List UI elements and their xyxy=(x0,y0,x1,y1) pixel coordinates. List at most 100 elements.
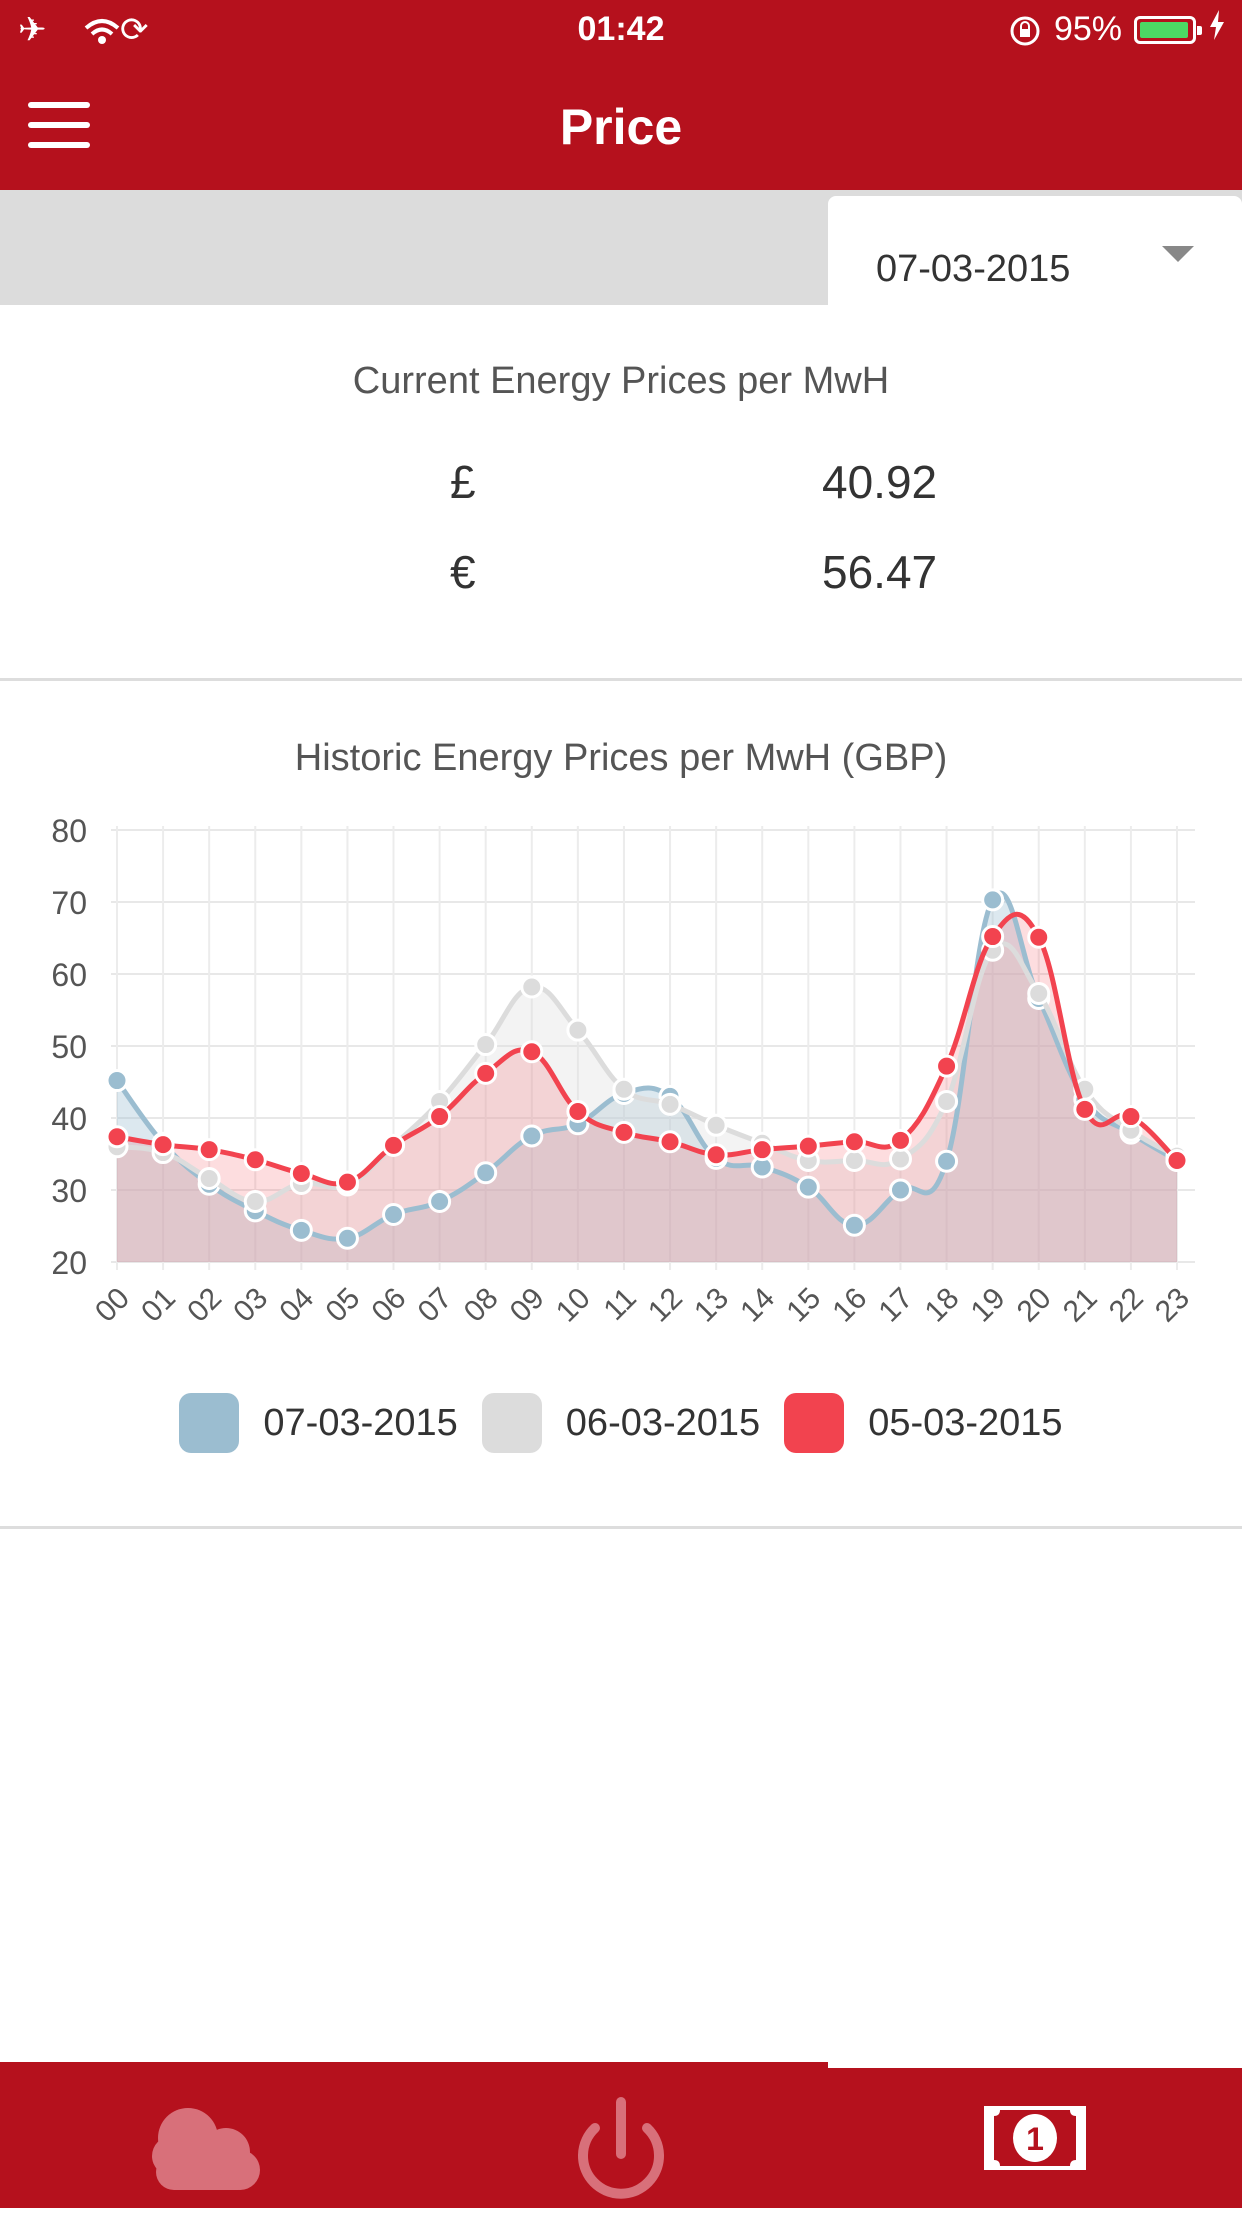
x-tick-label: 12 xyxy=(642,1282,689,1329)
legend-item[interactable]: 06-03-2015 xyxy=(481,1393,761,1453)
battery-icon xyxy=(1134,15,1202,44)
data-point xyxy=(197,1138,221,1162)
x-tick-label: 11 xyxy=(598,1282,643,1327)
status-icons-left: ✈ ⟳ xyxy=(18,10,162,50)
tab-price[interactable]: 1 xyxy=(828,2062,1242,2208)
menu-button[interactable] xyxy=(28,102,90,148)
data-point xyxy=(428,1105,452,1129)
y-tick-label: 20 xyxy=(51,1245,87,1281)
data-point xyxy=(520,975,544,999)
data-point xyxy=(935,1054,959,1078)
x-tick-label: 04 xyxy=(273,1282,320,1329)
legend-label: 07-03-2015 xyxy=(263,1401,458,1444)
data-point xyxy=(935,1149,959,1173)
data-point xyxy=(796,1134,820,1158)
legend-label: 05-03-2015 xyxy=(868,1401,1063,1444)
data-point xyxy=(935,1089,959,1113)
current-prices-section: Current Energy Prices per MwH £ 40.92 € … xyxy=(0,305,1242,681)
data-point xyxy=(888,1128,912,1152)
x-tick-label: 07 xyxy=(412,1282,459,1329)
data-point xyxy=(243,1148,267,1172)
currency-symbol: € xyxy=(450,546,476,598)
data-point xyxy=(658,1092,682,1116)
data-point xyxy=(105,1069,129,1093)
page-title: Price xyxy=(559,99,683,155)
power-icon xyxy=(578,2097,664,2199)
x-tick-label: 06 xyxy=(366,1282,413,1329)
data-point xyxy=(1073,1097,1097,1121)
price-row-eur: € 56.47 xyxy=(0,545,1242,605)
svg-text:1: 1 xyxy=(1026,2121,1044,2157)
y-tick-label: 50 xyxy=(51,1029,87,1065)
date-dropdown-value: 07-03-2015 xyxy=(876,248,1071,290)
legend-item[interactable]: 07-03-2015 xyxy=(179,1393,458,1453)
x-tick-label: 18 xyxy=(919,1282,966,1329)
tab-weather[interactable] xyxy=(0,2062,414,2208)
x-tick-label: 21 xyxy=(1057,1282,1104,1329)
data-point xyxy=(566,1100,590,1124)
date-bar: 07-03-2015 xyxy=(0,190,1242,305)
y-tick-label: 40 xyxy=(51,1101,87,1137)
legend-label: 06-03-2015 xyxy=(565,1401,761,1444)
price-value: 56.47 xyxy=(822,546,938,598)
price-row-gbp: £ 40.92 xyxy=(0,455,1242,515)
data-point xyxy=(289,1161,313,1185)
data-point xyxy=(1027,981,1051,1005)
rotation-lock-icon xyxy=(1008,10,1042,49)
data-point xyxy=(474,1161,498,1185)
data-point xyxy=(243,1190,267,1214)
tab-power[interactable] xyxy=(414,2062,828,2208)
data-point xyxy=(1119,1105,1143,1129)
y-tick-label: 30 xyxy=(51,1173,87,1209)
data-point xyxy=(612,1077,636,1101)
data-point xyxy=(1165,1148,1189,1172)
data-point xyxy=(474,1061,498,1085)
active-tab-indicator xyxy=(828,2062,1242,2068)
date-dropdown[interactable]: 07-03-2015 xyxy=(828,196,1242,305)
data-point xyxy=(842,1213,866,1237)
x-tick-label: 05 xyxy=(319,1282,366,1329)
data-point xyxy=(888,1147,912,1171)
series-area xyxy=(117,914,1177,1262)
historic-prices-section: Historic Energy Prices per MwH (GBP) 80 7… xyxy=(0,681,1242,1529)
x-tick-label: 20 xyxy=(1011,1282,1058,1329)
data-point xyxy=(382,1133,406,1157)
chart-legend: 07-03-2015 06-03-2015 05-03-2015 xyxy=(0,1393,1242,1453)
series-area xyxy=(117,943,1177,1262)
x-tick-label: 10 xyxy=(550,1282,597,1329)
data-point xyxy=(658,1130,682,1154)
x-tick-label: 19 xyxy=(965,1282,1012,1329)
x-tick-label: 23 xyxy=(1149,1282,1196,1329)
x-tick-label: 17 xyxy=(872,1282,919,1329)
data-point xyxy=(981,925,1005,949)
x-tick-label: 15 xyxy=(780,1282,827,1329)
current-prices-heading: Current Energy Prices per MwH xyxy=(352,360,890,402)
data-point xyxy=(335,1170,359,1194)
data-point xyxy=(1027,925,1051,949)
battery-percent: 95% xyxy=(1053,10,1122,48)
legend-swatch xyxy=(481,1393,542,1453)
tab-bar: 1 xyxy=(0,2062,1242,2208)
data-point xyxy=(888,1178,912,1202)
legend-swatch xyxy=(179,1393,240,1453)
data-point xyxy=(520,1040,544,1064)
currency-symbol: £ xyxy=(450,456,476,508)
x-tick-label: 02 xyxy=(181,1282,228,1329)
data-point xyxy=(981,888,1005,912)
data-point xyxy=(750,1138,774,1162)
charging-icon xyxy=(1208,10,1226,49)
nav-bar: Price xyxy=(0,62,1242,190)
chart-title: Historic Energy Prices per MwH (GBP) xyxy=(294,737,948,779)
series-area xyxy=(117,892,1177,1262)
chevron-down-icon xyxy=(1162,246,1194,262)
data-point xyxy=(704,1113,728,1137)
x-tick-label: 08 xyxy=(458,1282,505,1329)
wifi-icon xyxy=(61,11,120,49)
legend-item[interactable]: 05-03-2015 xyxy=(784,1393,1063,1453)
x-tick-label: 16 xyxy=(826,1282,873,1329)
status-bar: ✈ ⟳ 01:42 95% xyxy=(0,0,1242,62)
data-point xyxy=(520,1124,544,1148)
data-point xyxy=(335,1226,359,1250)
x-tick-label: 13 xyxy=(688,1282,735,1329)
